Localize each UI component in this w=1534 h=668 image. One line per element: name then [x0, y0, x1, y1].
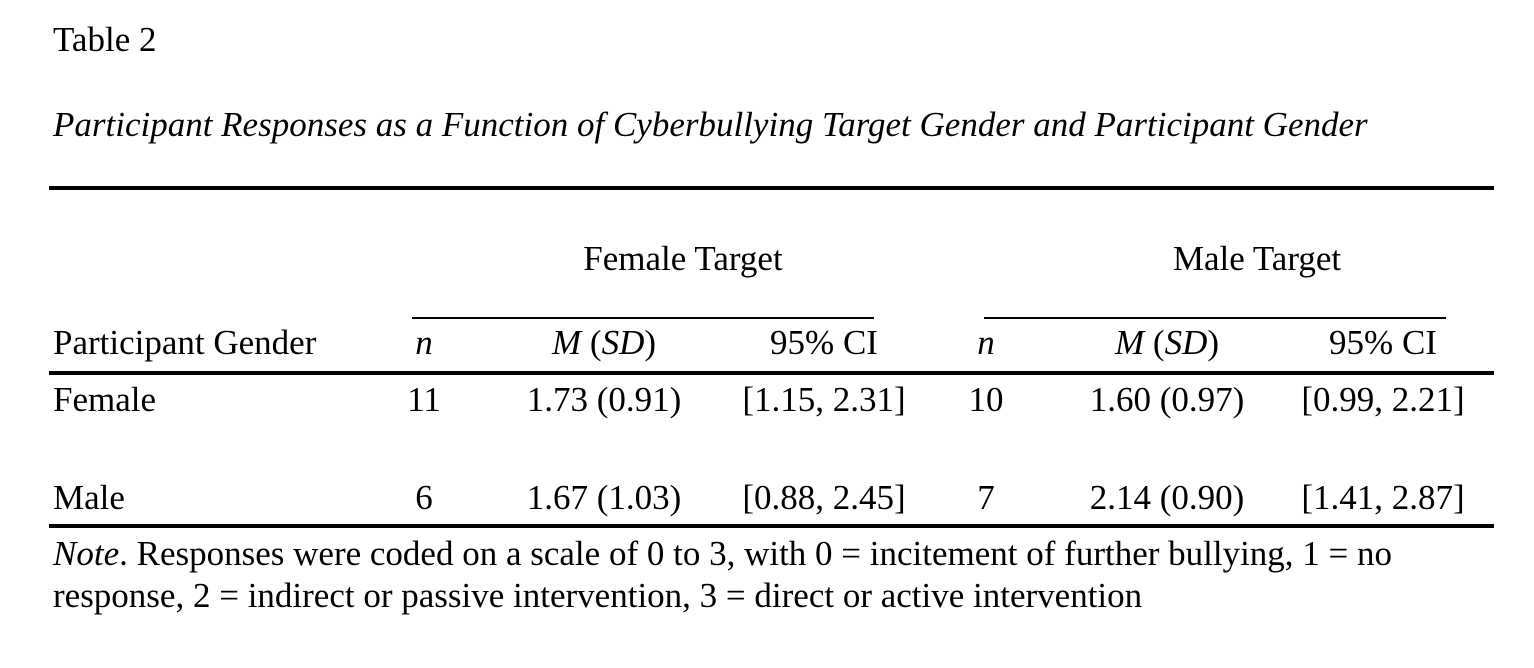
- table-cell: [0.88, 2.45]: [742, 478, 906, 517]
- sd-label: SD: [601, 323, 645, 362]
- bottom-rule: [49, 524, 1494, 528]
- female-target-underline: [412, 317, 874, 319]
- female-target-n-header: n: [415, 323, 433, 362]
- table-cell: 1.60 (0.97): [1089, 380, 1245, 419]
- male-target-header: Male Target: [1172, 239, 1342, 278]
- female-target-ci-header: 95% CI: [770, 323, 878, 362]
- table-cell: 2.14 (0.90): [1089, 478, 1245, 517]
- male-target-underline: [984, 317, 1446, 319]
- mean-label: M: [1115, 323, 1145, 362]
- table-cell: 7: [977, 478, 995, 517]
- female-target-msd-header: M (SD): [552, 323, 656, 362]
- note-text-1: . Responses were coded on a scale of 0 t…: [119, 534, 1393, 573]
- table-title: Participant Responses as a Function of C…: [53, 105, 1368, 144]
- table-cell: 10: [968, 380, 1004, 419]
- table-cell: [1.41, 2.87]: [1301, 478, 1465, 517]
- table-cell: 6: [415, 478, 433, 517]
- table-cell: [1.15, 2.31]: [742, 380, 906, 419]
- table-note-line-1: Note. Responses were coded on a scale of…: [53, 536, 1392, 571]
- female-target-header: Female Target: [583, 239, 783, 278]
- row-label-female: Female: [53, 380, 157, 419]
- mean-label: M: [552, 323, 582, 362]
- row-label-male: Male: [53, 478, 125, 517]
- table-cell: 1.67 (1.03): [526, 478, 682, 517]
- male-target-n-header: n: [977, 323, 995, 362]
- note-label: Note: [53, 534, 120, 573]
- table-cell: [0.99, 2.21]: [1301, 380, 1465, 419]
- participant-gender-header: Participant Gender: [53, 323, 317, 362]
- sd-label: SD: [1164, 323, 1208, 362]
- male-target-ci-header: 95% CI: [1329, 323, 1437, 362]
- top-rule: [49, 186, 1494, 190]
- table-cell: 11: [407, 380, 441, 419]
- male-target-msd-header: M (SD): [1115, 323, 1219, 362]
- table-number: Table 2: [53, 20, 157, 59]
- header-rule: [49, 371, 1494, 375]
- table-cell: 1.73 (0.91): [526, 380, 682, 419]
- table-note-line-2: response, 2 = indirect or passive interv…: [53, 576, 1143, 615]
